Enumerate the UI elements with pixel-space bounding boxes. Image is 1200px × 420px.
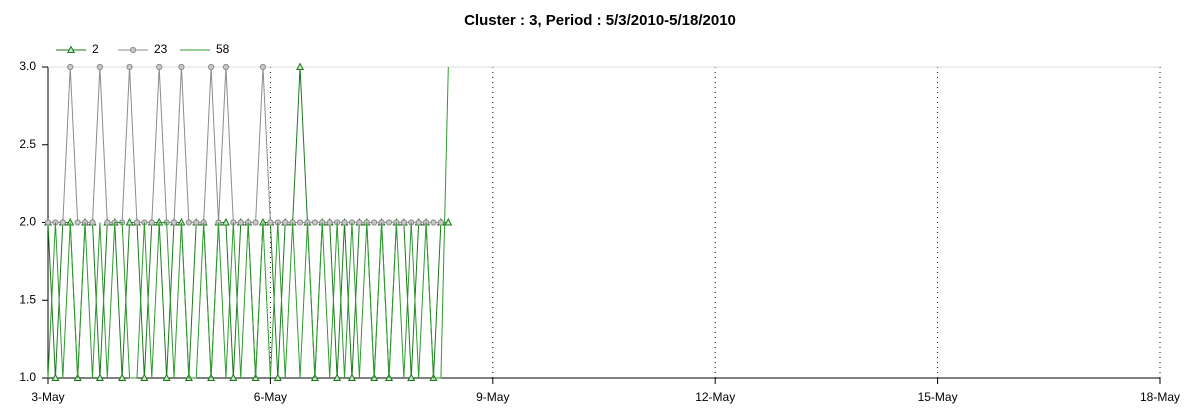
point [385,219,393,226]
legend-marker [129,46,137,54]
point [326,219,333,226]
point [347,373,356,381]
point [221,217,230,226]
point [74,219,81,226]
point [89,219,96,226]
point [282,219,289,226]
point [170,219,178,226]
point [148,219,155,226]
point [59,219,66,226]
x-tick-label: 3-May [31,390,64,404]
point [162,373,171,381]
legend-marker [66,45,76,53]
y-tick-label: 2.5 [19,137,36,151]
point [185,219,192,226]
x-tick-label: 12-May [695,390,735,404]
x-tick-label: 6-May [254,390,287,404]
x-tick-label: 9-May [476,390,509,404]
point [296,62,305,70]
point [356,219,363,226]
point [133,219,141,226]
point [437,219,445,226]
point [333,373,342,381]
point [407,373,416,381]
point [430,219,437,226]
point [252,219,259,226]
series-line [47,66,449,379]
point [415,219,422,226]
series-line [48,66,441,223]
legend-label: 2 [92,42,99,56]
point [400,219,407,226]
point [259,63,267,71]
point [193,219,200,226]
point [51,373,60,381]
point [96,63,103,71]
y-tick-label: 1.0 [19,370,36,384]
x-tick-label: 15-May [918,390,958,404]
point [140,373,149,381]
point [267,219,274,226]
point [371,219,378,226]
point [273,373,282,381]
y-tick-label: 3.0 [19,59,36,73]
point [104,219,111,226]
x-tick-label: 18-May [1140,390,1180,404]
point [296,219,304,226]
point [67,63,74,71]
point [229,373,238,381]
y-tick-label: 1.5 [19,292,36,306]
chart-title: Cluster : 3, Period : 5/3/2010-5/18/2010 [464,12,736,29]
point [44,219,52,226]
point [125,217,134,226]
legend-label: 23 [154,42,168,56]
point [95,373,104,381]
point [207,63,215,71]
point [237,219,244,226]
legend-label: 58 [216,42,230,56]
point [311,219,318,226]
point [222,63,230,71]
point [341,219,348,226]
point [126,63,133,71]
y-tick-label: 2.0 [19,215,36,229]
point [156,63,163,71]
point [444,217,453,226]
point [118,373,127,381]
point [178,63,185,71]
